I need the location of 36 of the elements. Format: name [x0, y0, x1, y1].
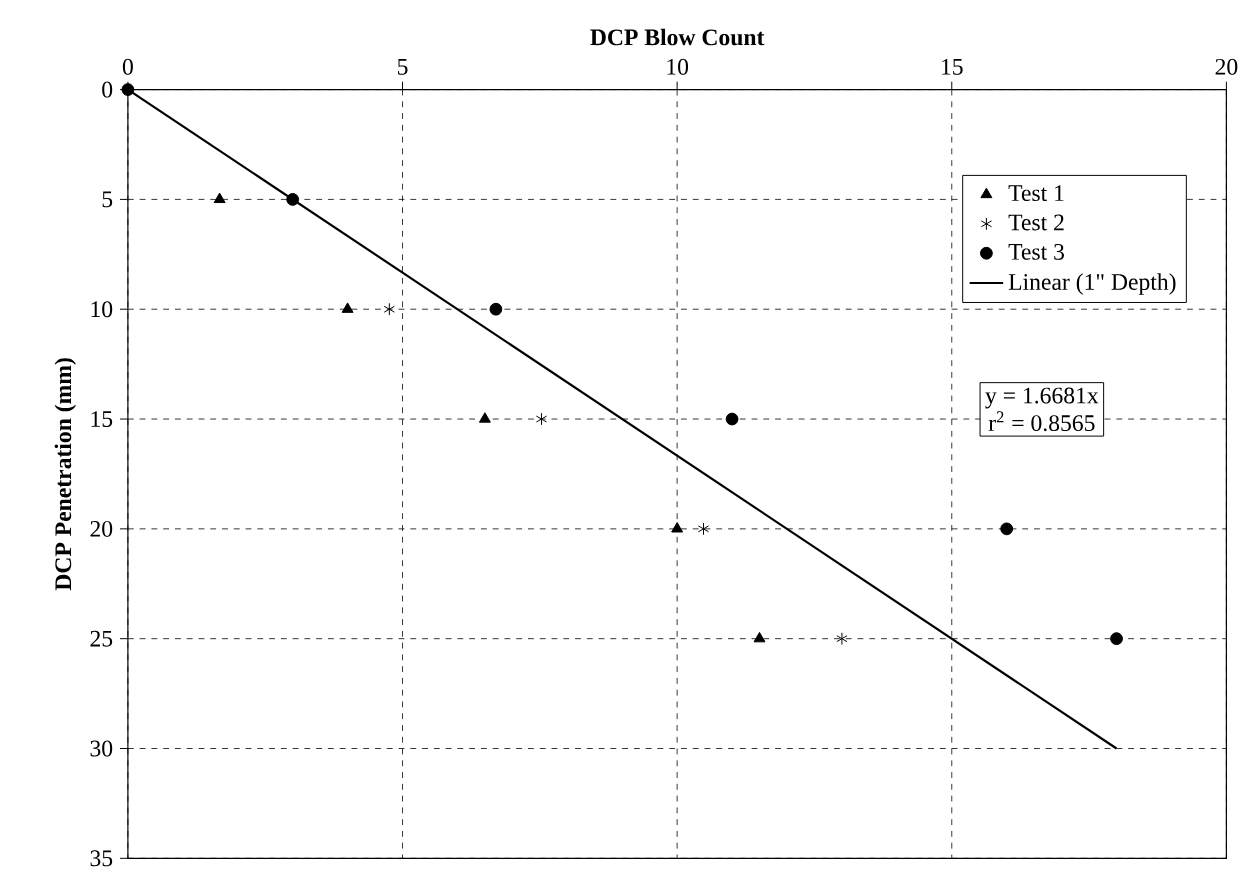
legend-label: Test 2	[1008, 214, 1064, 231]
point	[671, 522, 684, 533]
y-tick-label: 10	[91, 301, 113, 318]
x-tick-label: 5	[398, 59, 408, 75]
y-tick-label: 0	[102, 81, 113, 98]
point	[341, 302, 354, 313]
point	[535, 412, 548, 426]
y-tick-label: 15	[91, 411, 113, 427]
point	[697, 522, 710, 536]
x-tick-label: 20	[1215, 58, 1238, 75]
annotation: r$^{2}$ = 0.8565	[988, 411, 1095, 432]
legend-label: Test 3	[1008, 243, 1064, 260]
annotation: y = 1.6681x	[985, 387, 1099, 409]
y-tick-label: 25	[90, 630, 113, 647]
y-tick-label: 20	[90, 520, 113, 537]
x-tick-label: 10	[667, 58, 689, 75]
x-tick-label: 15	[942, 58, 963, 75]
x-axis-title: DCP Blow Count	[590, 28, 765, 46]
y-tick-label: 35	[90, 850, 113, 867]
point	[1110, 632, 1123, 646]
point	[383, 302, 395, 316]
point	[1000, 522, 1014, 536]
x-tick-label: 0	[122, 58, 133, 75]
point	[286, 192, 300, 206]
y-axis-title: DCP Penetration (mm)	[54, 358, 77, 591]
y-tick-label: 30	[90, 740, 113, 757]
point	[753, 631, 766, 643]
point	[121, 83, 135, 96]
point	[478, 412, 491, 423]
point	[213, 192, 226, 203]
point	[836, 632, 848, 646]
legend-label: Linear (1" Depth)	[1008, 273, 1176, 295]
y-tick-label: 5	[102, 191, 113, 208]
point	[489, 302, 503, 316]
point	[725, 412, 739, 426]
legend-label: Test 1	[1008, 185, 1064, 202]
